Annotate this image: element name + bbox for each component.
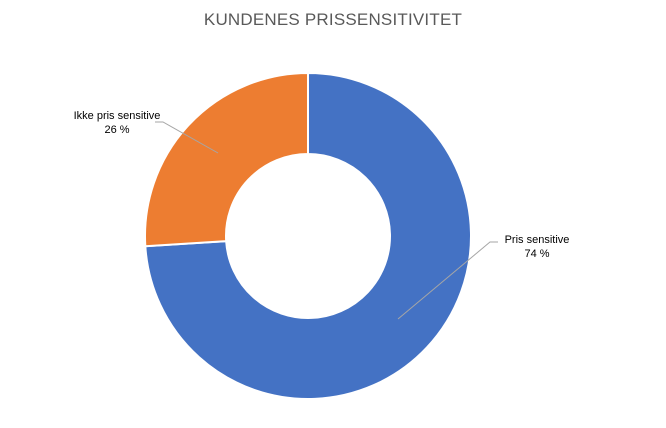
data-label-value: 74 % [524,248,549,260]
leader-line [397,241,498,320]
data-label-category: Pris sensitive [505,234,570,246]
chart-title: KUNDENES PRISSENSITIVITET [203,10,463,29]
donut-slice-pris-sensitive [144,71,472,400]
data-label-value: 26 % [104,124,129,136]
data-label-category: Ikke pris sensitive [74,110,161,122]
donut-slice-ikke-pris-sensitive [144,71,309,248]
leader-line [155,121,219,154]
